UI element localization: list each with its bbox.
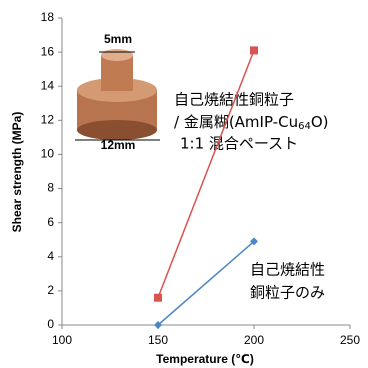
inset-label: 5mm <box>104 32 132 46</box>
annotation: 銅粒子のみ <box>250 284 325 302</box>
annotation-part: O) <box>311 113 329 131</box>
annotation-subscript: 64 <box>298 121 311 132</box>
x-axis-label: Temperature (℃) <box>156 352 254 366</box>
marker <box>250 46 258 54</box>
y-tick-label: 12 <box>41 113 55 127</box>
series-line <box>158 241 254 325</box>
x-tick-label: 200 <box>244 333 264 347</box>
annotation: 1:1 混合ペースト <box>180 135 298 153</box>
annotation-part: / 金属糊(AmIP-Cu <box>174 113 298 131</box>
annotation: 自己焼結性銅粒子 <box>174 91 294 109</box>
y-tick-label: 4 <box>47 249 54 263</box>
series-line <box>158 50 254 297</box>
photo-pin-top <box>101 49 133 61</box>
y-tick-label: 6 <box>47 215 54 229</box>
y-tick-label: 10 <box>41 147 55 161</box>
y-tick-label: 14 <box>41 78 55 92</box>
inset-label: 12mm <box>101 138 136 152</box>
y-tick-label: 2 <box>47 283 54 297</box>
y-tick-label: 16 <box>41 44 55 58</box>
y-tick-label: 8 <box>47 181 54 195</box>
inset-photo: 5mm 12mm <box>66 26 166 152</box>
x-tick-label: 100 <box>52 333 72 347</box>
marker <box>154 294 162 302</box>
x-tick-label: 150 <box>148 333 168 347</box>
annotation: 自己焼結性 <box>250 261 325 279</box>
x-tick-label: 250 <box>340 333 360 347</box>
y-tick-label: 0 <box>47 317 54 331</box>
y-axis-label: Shear strength (MPa) <box>10 112 24 233</box>
y-tick-label: 18 <box>41 10 55 24</box>
annotation: / 金属糊(AmIP-Cu64O) <box>174 113 329 133</box>
chart: Temperature (℃) Shear strength (MPa) 5mm… <box>0 0 368 368</box>
photo-base-bottom <box>77 120 157 140</box>
